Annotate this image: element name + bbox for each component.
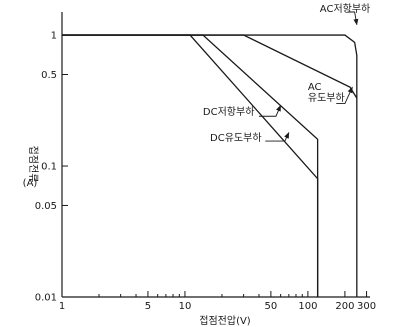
x-tick-label-300: 300 xyxy=(357,301,376,312)
x-tick-label-100: 100 xyxy=(298,301,317,312)
x-tick-label-1: 1 xyxy=(59,301,65,312)
x-tick-label-5: 5 xyxy=(145,301,151,312)
y-axis-title: 접점전류 xyxy=(27,146,39,183)
y-axis-unit: (A) xyxy=(23,178,38,189)
y-tick-label-1: 1 xyxy=(51,31,57,42)
annotation-leader-2 xyxy=(336,86,353,104)
annotation-leader-4 xyxy=(265,132,290,142)
x-tick-label-10: 10 xyxy=(179,301,192,312)
y-tick-label-0p5: 0.5 xyxy=(41,70,57,81)
x-tick-label-50: 50 xyxy=(265,301,278,312)
annotation-label-3: DC저항부하 xyxy=(203,105,254,118)
y-tick-label-0p05: 0.05 xyxy=(35,201,57,212)
annotation-label-4: DC유도부하 xyxy=(210,131,261,144)
rating-curves xyxy=(62,34,358,297)
annotation-labels: AC저항부하 AC 유도부하 DC저항부하 DC유도부하 xyxy=(203,2,370,144)
x-axis-title: 접점전압(V) xyxy=(199,314,251,327)
annotation-label-2: AC 유도부하 xyxy=(308,82,345,104)
y-tick-label-0p01: 0.01 xyxy=(35,293,57,304)
x-tick-label-200: 200 xyxy=(335,301,354,312)
annotation-label-1: AC저항부하 xyxy=(320,2,370,15)
series-line-4 xyxy=(62,34,319,297)
series-line-3 xyxy=(62,34,319,297)
y-tick-label-0p1: 0.1 xyxy=(41,162,57,173)
series-line-1 xyxy=(62,34,358,297)
annotation-leader-1 xyxy=(347,11,359,26)
plot-axes xyxy=(61,12,370,298)
axis-ticks: 1 5 10 50 100 200 300 1 0.5 0.1 0.05 0.01 xyxy=(35,31,376,312)
annotation-leaders xyxy=(258,11,359,142)
annotation-leader-3 xyxy=(258,104,282,117)
